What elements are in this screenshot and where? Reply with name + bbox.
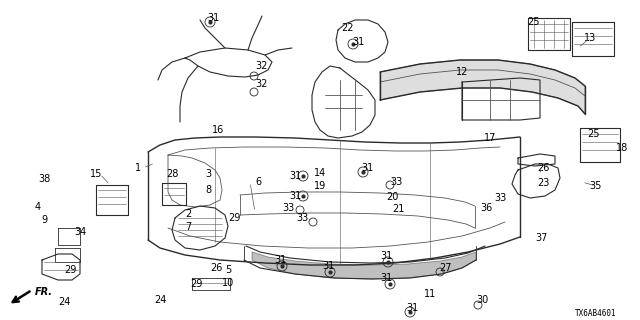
- Text: 35: 35: [590, 181, 602, 191]
- Text: 7: 7: [185, 222, 191, 232]
- Text: 33: 33: [390, 177, 402, 187]
- Text: 33: 33: [296, 213, 308, 223]
- Text: 31: 31: [380, 273, 392, 283]
- Text: 6: 6: [255, 177, 261, 187]
- Text: 9: 9: [41, 215, 47, 225]
- Text: 31: 31: [406, 303, 418, 313]
- Text: 14: 14: [314, 168, 326, 178]
- Text: 5: 5: [225, 265, 231, 275]
- Text: 25: 25: [528, 17, 540, 27]
- Polygon shape: [380, 60, 585, 114]
- Polygon shape: [252, 252, 476, 279]
- Text: 15: 15: [90, 169, 102, 179]
- Text: 3: 3: [205, 169, 211, 179]
- Text: 37: 37: [536, 233, 548, 243]
- Text: 27: 27: [440, 263, 452, 273]
- Text: 21: 21: [392, 204, 404, 214]
- Text: 38: 38: [38, 174, 50, 184]
- Text: 31: 31: [289, 191, 301, 201]
- Text: 29: 29: [190, 279, 202, 289]
- Text: 33: 33: [494, 193, 506, 203]
- Text: TX6AB4601: TX6AB4601: [575, 308, 617, 317]
- Text: 22: 22: [342, 23, 355, 33]
- Text: 4: 4: [35, 202, 41, 212]
- Text: 32: 32: [256, 61, 268, 71]
- Text: 2: 2: [185, 209, 191, 219]
- Text: FR.: FR.: [35, 287, 53, 297]
- Text: 26: 26: [210, 263, 222, 273]
- Text: 29: 29: [64, 265, 76, 275]
- Text: 23: 23: [537, 178, 549, 188]
- Text: 24: 24: [154, 295, 166, 305]
- Text: 26: 26: [537, 163, 549, 173]
- Text: 13: 13: [584, 33, 596, 43]
- Text: 33: 33: [282, 203, 294, 213]
- Text: 31: 31: [380, 251, 392, 261]
- Text: 12: 12: [456, 67, 468, 77]
- Text: 20: 20: [386, 192, 398, 202]
- Text: 24: 24: [58, 297, 70, 307]
- Text: 31: 31: [352, 37, 364, 47]
- Text: 1: 1: [135, 163, 141, 173]
- Text: 17: 17: [484, 133, 496, 143]
- Text: 8: 8: [205, 185, 211, 195]
- Text: 19: 19: [314, 181, 326, 191]
- Text: 29: 29: [228, 213, 240, 223]
- Text: 18: 18: [616, 143, 628, 153]
- Text: 31: 31: [322, 261, 334, 271]
- Text: 11: 11: [424, 289, 436, 299]
- Text: 30: 30: [476, 295, 488, 305]
- Text: 16: 16: [212, 125, 224, 135]
- Text: 10: 10: [222, 278, 234, 288]
- Text: 34: 34: [74, 227, 86, 237]
- Text: 28: 28: [166, 169, 178, 179]
- Text: 36: 36: [480, 203, 492, 213]
- Text: 31: 31: [361, 163, 373, 173]
- Text: 31: 31: [289, 171, 301, 181]
- Text: 31: 31: [207, 13, 219, 23]
- Text: 31: 31: [274, 255, 286, 265]
- Text: 32: 32: [256, 79, 268, 89]
- Text: 25: 25: [588, 129, 600, 139]
